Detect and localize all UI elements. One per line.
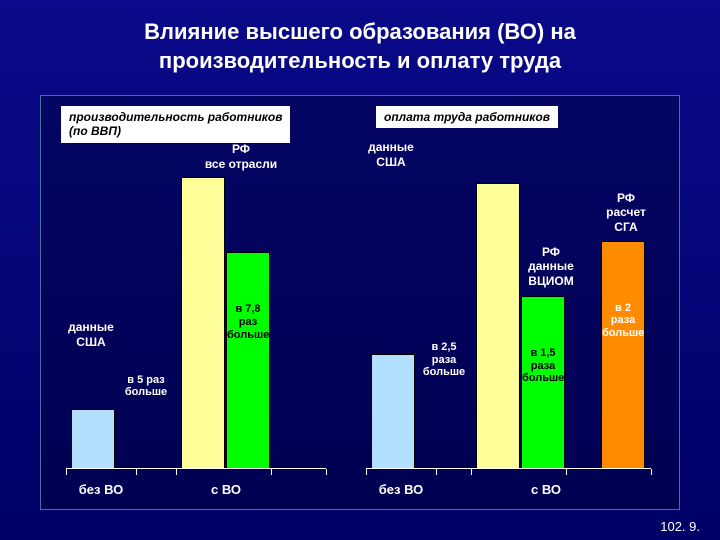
x-label-1: без ВО (71, 482, 131, 497)
category-label-usa-1: данныеСША (61, 320, 121, 349)
baseline-left (66, 468, 326, 469)
category-label-rf-all: РФвсе отрасли (196, 142, 286, 171)
value-label-g1: в 5 разбольше (116, 374, 176, 399)
tick (326, 469, 327, 475)
bar-g1-b1 (71, 409, 115, 469)
chart-frame: производительность работников(по ВВП) оп… (40, 95, 680, 510)
tick (136, 469, 137, 475)
bar-g4-b1 (476, 183, 520, 469)
category-label-usa-2: данныеСША (361, 140, 421, 169)
category-label-rf-sga: РФрасчетСГА (596, 191, 656, 234)
tick (66, 469, 67, 475)
left-header: производительность работников(по ВВП) (61, 106, 290, 143)
tick (436, 469, 437, 475)
page-title: Влияние высшего образования (ВО) на прои… (50, 18, 670, 75)
value-label-g3: в 2,5разабольше (419, 341, 469, 379)
bar-g3-b1 (371, 354, 415, 469)
tick (471, 469, 472, 475)
tick (366, 469, 367, 475)
x-label-3: без ВО (371, 482, 431, 497)
tick (271, 469, 272, 475)
slide: Влияние высшего образования (ВО) на прои… (0, 0, 720, 540)
bar-container: данныеСША в 5 разбольше РФвсе отрасли в … (41, 179, 679, 469)
bar-g2-b1 (181, 177, 225, 469)
category-label-rf-vciom: РФданныеВЦИОМ (521, 245, 581, 288)
title-box: Влияние высшего образования (ВО) на прои… (40, 10, 680, 83)
bar-g2-b2: в 7,8 разбольше (226, 252, 270, 469)
baseline-right (366, 468, 651, 469)
bar-g4-b2: в 1,5разабольше (521, 296, 565, 469)
tick (651, 469, 652, 475)
tick (566, 469, 567, 475)
tick (176, 469, 177, 475)
footer: 102. 9. (660, 519, 700, 534)
bar-g4-b3: в 2разабольше (601, 241, 645, 469)
x-label-2: с ВО (201, 482, 251, 497)
right-header: оплата труда работников (376, 106, 558, 128)
x-label-4: с ВО (521, 482, 571, 497)
